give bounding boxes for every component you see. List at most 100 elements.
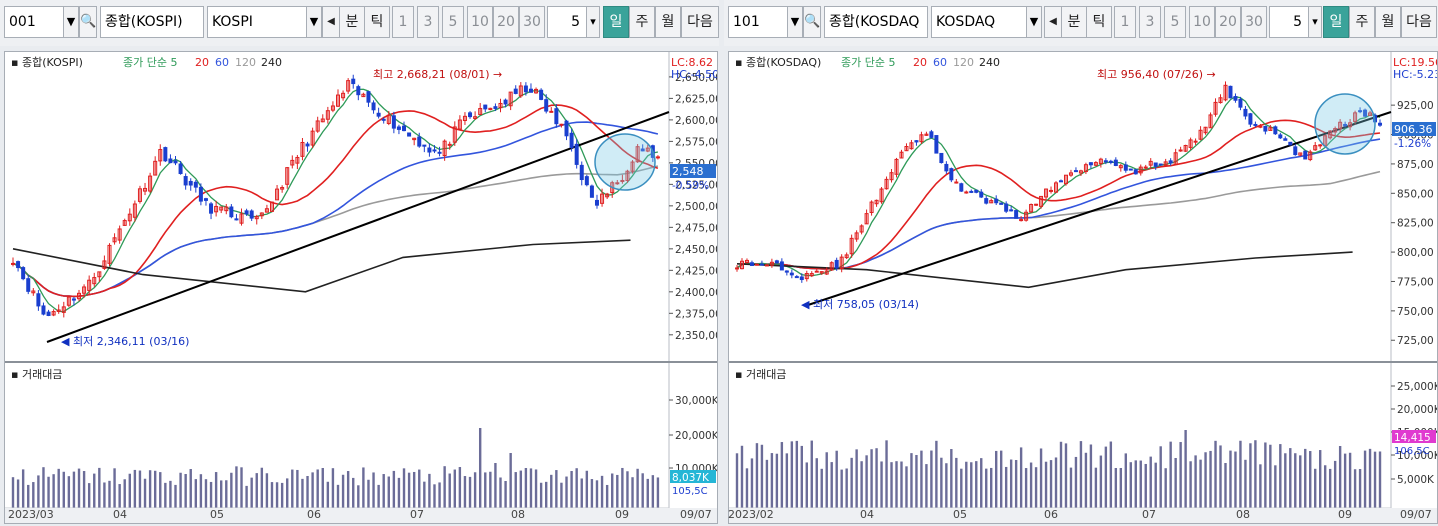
volume-bar xyxy=(1274,465,1277,508)
candle-body xyxy=(1193,140,1198,143)
prev-arrow-icon[interactable]: ◀ xyxy=(322,6,340,38)
candle-body xyxy=(209,203,214,214)
search-icon[interactable]: 🔍 xyxy=(803,6,821,38)
weekly-button[interactable]: 주 xyxy=(629,6,655,38)
volume-bar xyxy=(341,474,345,508)
interval-10-button[interactable]: 10 xyxy=(1189,6,1215,38)
volume-bar xyxy=(1224,463,1227,508)
code-dropdown-arrow[interactable]: ▼ xyxy=(63,6,79,38)
minute-button[interactable]: 분 xyxy=(339,6,365,38)
candle-body xyxy=(1328,130,1333,139)
candle-body xyxy=(1083,164,1088,173)
interval-30-button[interactable]: 30 xyxy=(1241,6,1267,38)
period-dropdown-arrow[interactable]: ▾ xyxy=(1308,6,1322,38)
candle-body xyxy=(254,216,259,220)
period-dropdown-arrow[interactable]: ▾ xyxy=(586,6,600,38)
candle-body xyxy=(188,180,193,186)
code-dropdown-arrow[interactable]: ▼ xyxy=(787,6,803,38)
low-label: ◀ 최저 758,05 (03/14) xyxy=(801,298,919,311)
prev-arrow-icon[interactable]: ◀ xyxy=(1044,6,1062,38)
interval-5-button[interactable]: 5 xyxy=(1164,6,1186,38)
code-input[interactable]: 001 xyxy=(4,6,64,38)
index-select[interactable]: KOSDAQ xyxy=(931,6,1027,38)
price-tick-label: 2,650,00 xyxy=(675,72,717,84)
next-button[interactable]: 다음 xyxy=(681,6,719,38)
volume-bar xyxy=(651,475,655,508)
index-dropdown-arrow[interactable]: ▼ xyxy=(306,6,322,38)
period-input[interactable]: 5 xyxy=(547,6,587,38)
candle-body xyxy=(1293,146,1298,156)
next-button[interactable]: 다음 xyxy=(1401,6,1437,38)
candle-body xyxy=(1378,122,1383,126)
candle-body xyxy=(539,89,544,100)
volume-bar xyxy=(1049,460,1053,508)
interval-3-button[interactable]: 3 xyxy=(417,6,439,38)
code-input[interactable]: 101 xyxy=(728,6,788,38)
candle-body xyxy=(351,78,356,85)
candle-body xyxy=(989,200,994,204)
volume-bar xyxy=(1244,459,1247,508)
volume-bar xyxy=(1079,441,1083,508)
candle-body xyxy=(427,147,432,153)
daily-button[interactable]: 일 xyxy=(603,6,629,38)
candle-body xyxy=(107,244,112,264)
volume-bar xyxy=(438,482,441,508)
index-name-field[interactable]: 종합(KOSDAQ xyxy=(824,6,928,38)
monthly-button[interactable]: 월 xyxy=(1375,6,1401,38)
interval-10-button[interactable]: 10 xyxy=(467,6,493,38)
volume-bar xyxy=(509,453,512,508)
tick-button[interactable]: 틱 xyxy=(364,6,390,38)
kospi-chart-svg[interactable]: 2,650,002,625,002,600,002,575,002,550,00… xyxy=(5,52,722,523)
weekly-button[interactable]: 주 xyxy=(1349,6,1375,38)
kospi-chart-area[interactable]: 2,650,002,625,002,600,002,575,002,550,00… xyxy=(4,51,722,524)
date-label: 2023/02 xyxy=(728,508,774,521)
candle-body xyxy=(36,293,41,307)
index-name-field[interactable]: 종합(KOSPI) xyxy=(100,6,204,38)
candle-body xyxy=(859,225,864,233)
volume-bar xyxy=(990,467,993,508)
index-dropdown-arrow[interactable]: ▼ xyxy=(1026,6,1042,38)
interval-3-button[interactable]: 3 xyxy=(1139,6,1161,38)
candle-body xyxy=(889,172,894,181)
volume-bar xyxy=(1254,440,1257,508)
period-input[interactable]: 5 xyxy=(1269,6,1309,38)
volume-bar xyxy=(785,453,789,508)
ma5-line xyxy=(12,88,659,313)
volume-bar xyxy=(1149,456,1152,508)
date-label: 06 xyxy=(1044,508,1058,521)
tick-button[interactable]: 틱 xyxy=(1086,6,1112,38)
candle-body xyxy=(1198,129,1203,140)
candle-body xyxy=(829,262,834,271)
price-tick-label: 2,500,00 xyxy=(675,201,717,213)
price-tick-label: 2,575,00 xyxy=(675,136,717,148)
kosdaq-chart-svg[interactable]: 925,00900,00875,00850,00825,00800,00775,… xyxy=(729,52,1438,523)
candle-body xyxy=(315,120,320,132)
candle-body xyxy=(569,132,574,149)
volume-bar xyxy=(800,445,803,508)
date-label: 09 xyxy=(1338,508,1352,521)
kosdaq-chart-area[interactable]: 925,00900,00875,00850,00825,00800,00775,… xyxy=(728,51,1438,524)
interval-5-button[interactable]: 5 xyxy=(442,6,464,38)
interval-20-button[interactable]: 20 xyxy=(493,6,519,38)
monthly-button[interactable]: 월 xyxy=(655,6,681,38)
volume-bar xyxy=(77,468,81,508)
minute-button[interactable]: 분 xyxy=(1061,6,1087,38)
volume-bar xyxy=(631,477,634,508)
interval-1-button[interactable]: 1 xyxy=(1114,6,1136,38)
index-select[interactable]: KOSPI xyxy=(207,6,307,38)
search-icon[interactable]: 🔍 xyxy=(79,6,97,38)
candle-body xyxy=(158,149,163,162)
candle-body xyxy=(744,259,749,264)
interval-20-button[interactable]: 20 xyxy=(1215,6,1241,38)
volume-bar xyxy=(123,479,126,508)
lc-label: LC:19.56 xyxy=(1393,56,1437,69)
interval-30-button[interactable]: 30 xyxy=(519,6,545,38)
daily-button[interactable]: 일 xyxy=(1323,6,1349,38)
volume-bar xyxy=(265,473,269,508)
interval-1-button[interactable]: 1 xyxy=(392,6,414,38)
volume-bar xyxy=(1289,448,1292,508)
candle-body xyxy=(794,276,799,279)
date-label: 05 xyxy=(953,508,967,521)
volume-bar xyxy=(82,471,86,508)
candle-body xyxy=(959,183,964,192)
